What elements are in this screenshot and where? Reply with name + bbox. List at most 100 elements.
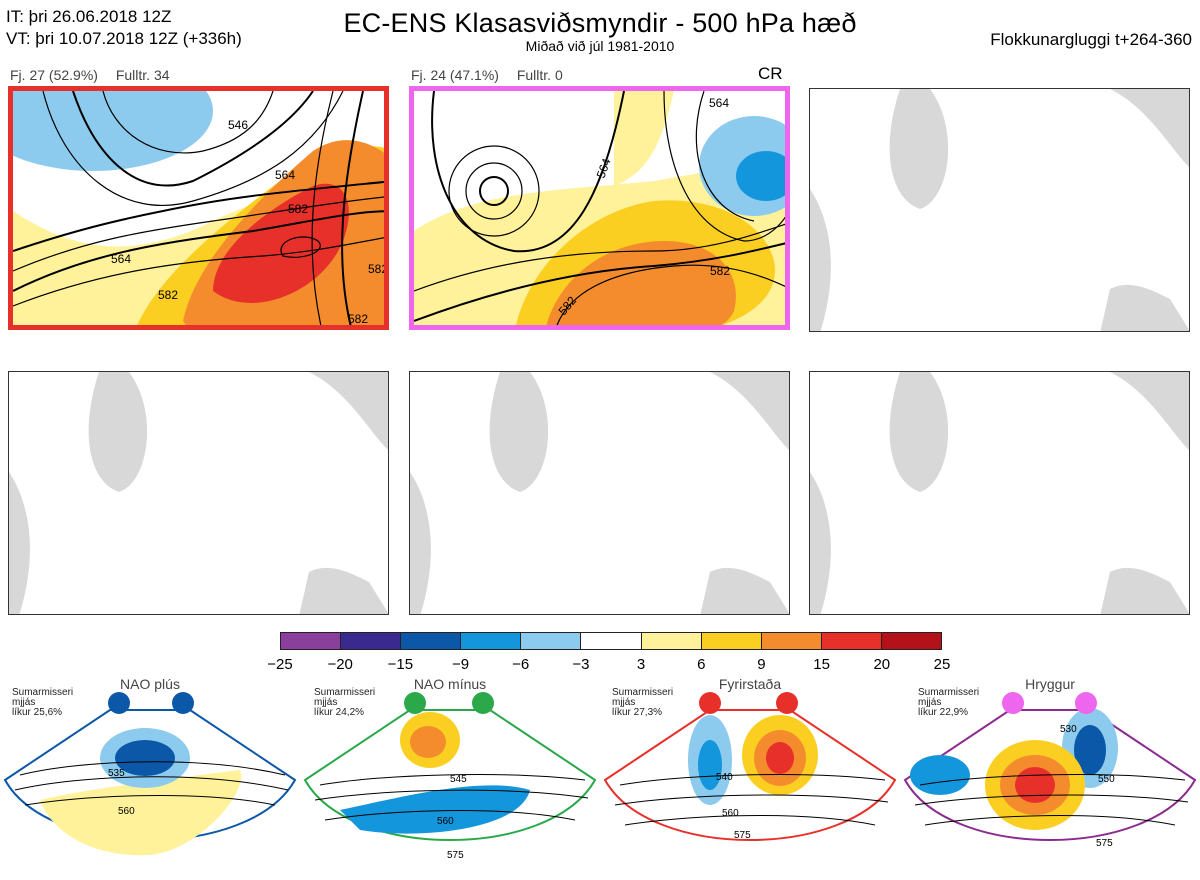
colorbar-tick-label: −20 — [327, 656, 353, 673]
regime-ridge-dot — [1002, 692, 1024, 714]
colorbar-swatch — [581, 633, 642, 649]
colorbar-tick-label: 3 — [636, 656, 646, 673]
colorbar-swatch — [521, 633, 582, 649]
contour-label: 564 — [709, 96, 729, 110]
colorbar-swatch — [881, 633, 942, 649]
regime-ridge-name: Hryggur — [1025, 676, 1075, 692]
page-title: EC-ENS Klasasviðsmyndir - 500 hPa hæð — [343, 8, 857, 38]
regime-probability: líkur 27,3% — [612, 707, 663, 718]
panel-1-label: Fj. 27 (52.9%) Fulltr. 34 — [10, 67, 184, 83]
regime-nao-minus-name: NAO mínus — [413, 676, 487, 692]
colorbar-tick-label: 9 — [757, 656, 766, 673]
cluster-map-6[interactable] — [809, 371, 1190, 615]
regime-contour-label: 560 — [722, 808, 739, 819]
regime-contour-label: 560 — [118, 806, 135, 817]
regime-ridge-dot — [1075, 692, 1097, 714]
contour-label: 582 — [710, 264, 730, 278]
colorbar-swatch — [821, 633, 882, 649]
regime-nao-minus-note: Sumarmisseri mjjás líkur 24,2% — [314, 688, 375, 718]
regime-smoothing: mjjás — [612, 697, 636, 708]
cluster-map-2[interactable]: 564 564 582 582 — [409, 86, 790, 330]
regime-contour-label: 575 — [447, 850, 464, 861]
contour-label: 564 — [111, 252, 131, 266]
contour-label: 546 — [228, 118, 248, 132]
regime-contour-label: 575 — [734, 830, 751, 841]
contour-label: 564 — [594, 156, 614, 180]
regime-season: Sumarmisseri — [612, 687, 674, 698]
cluster-map-5-svg — [410, 372, 789, 614]
colorbar-tick-label: −6 — [512, 656, 530, 673]
regime-nao-plus-note: Sumarmisseri mjjás líkur 25,6% — [12, 688, 73, 718]
colorbar-swatch — [341, 633, 402, 649]
colorbar-swatch — [701, 633, 762, 649]
colorbar-tick-label: −3 — [572, 656, 590, 673]
colorbar-swatch — [641, 633, 702, 649]
cluster-map-6-svg — [810, 372, 1189, 614]
panel-1-control: Fulltr. 34 — [115, 67, 170, 83]
regime-probability: líkur 25,6% — [12, 707, 63, 718]
regime-ridge[interactable]: 530 550 575 — [900, 680, 1200, 880]
regime-contour-label: 530 — [1060, 724, 1077, 735]
colorbar-tick-label: 6 — [697, 656, 706, 673]
colorbar-tick-label: −15 — [387, 656, 414, 673]
cluster-map-4-svg — [9, 372, 388, 614]
regime-contour-label: 550 — [1098, 774, 1115, 785]
classification-window: Flokkunargluggi t+264-360 — [990, 30, 1192, 49]
regime-nao-minus-dot — [404, 692, 426, 714]
cluster-map-4[interactable] — [8, 371, 389, 615]
contour-label: 564 — [275, 168, 295, 182]
panel-2-label: Fj. 24 (47.1%) Fulltr. 0 — [411, 67, 577, 83]
colorbar-tick-label: 25 — [933, 656, 951, 673]
contour-label: 582 — [348, 312, 368, 326]
contour-label: 582 — [368, 262, 388, 276]
panel-1-count: Fj. 27 (52.9%) — [10, 67, 98, 83]
regime-blocking[interactable]: 540 560 575 — [600, 680, 900, 880]
contour-label: 582 — [158, 288, 178, 302]
cluster-map-2-svg: 564 564 582 582 — [414, 91, 785, 325]
regime-probability: líkur 24,2% — [314, 707, 365, 718]
cluster-map-3-svg — [810, 89, 1189, 331]
panel-2-count: Fj. 24 (47.1%) — [411, 67, 499, 83]
regime-nao-plus[interactable]: 535 560 — [0, 680, 300, 880]
colorbar-tick-label: 20 — [873, 656, 891, 673]
regime-nao-minus[interactable]: 545 560 575 — [300, 680, 600, 880]
cluster-map-1-svg: 546 564 564 582 582 582 582 — [13, 91, 388, 326]
regime-blocking-name: Fyrirstaða — [718, 676, 782, 692]
regime-nao-minus-dot — [472, 692, 494, 714]
regime-contour-label: 535 — [108, 768, 125, 779]
init-time: IT: þri 26.06.2018 12Z — [6, 7, 172, 26]
cluster-map-3[interactable] — [809, 88, 1190, 332]
regime-season: Sumarmisseri — [314, 687, 376, 698]
regime-probability: líkur 22,9% — [918, 707, 969, 718]
cluster-map-1[interactable]: 546 564 564 582 582 582 582 — [8, 86, 389, 330]
control-run-marker: CR — [758, 64, 783, 83]
colorbar-swatch — [401, 633, 462, 649]
regime-nao-plus-dot — [108, 692, 130, 714]
panel-2-control: Fulltr. 0 — [516, 67, 563, 83]
anomaly-colorbar — [280, 632, 942, 650]
regime-smoothing: mjjás — [12, 697, 36, 708]
colorbar-tick-label: −25 — [267, 656, 293, 673]
regime-nao-plus-dot — [172, 692, 194, 714]
valid-time: VT: þri 10.07.2018 12Z (+336h) — [6, 29, 242, 48]
regime-blocking-note: Sumarmisseri mjjás líkur 27,3% — [612, 688, 673, 718]
regime-smoothing: mjjás — [918, 697, 942, 708]
regime-contour-label: 540 — [716, 772, 733, 783]
contour-label: 582 — [288, 202, 308, 216]
regime-season: Sumarmisseri — [12, 687, 74, 698]
regime-ridge-note: Sumarmisseri mjjás líkur 22,9% — [918, 688, 979, 718]
regime-season: Sumarmisseri — [918, 687, 980, 698]
cluster-map-5[interactable] — [409, 371, 790, 615]
regime-smoothing: mjjás — [314, 697, 338, 708]
page-subtitle: Miðað við júl 1981-2010 — [525, 38, 675, 54]
colorbar-tick-label: 15 — [813, 656, 830, 673]
regime-nao-plus-name: NAO plús — [120, 676, 180, 692]
colorbar-swatch — [281, 633, 342, 649]
colorbar-swatch — [461, 633, 522, 649]
colorbar-tick-label: −9 — [451, 656, 470, 673]
regime-contour-label: 560 — [437, 816, 454, 827]
regime-contour-label: 575 — [1096, 838, 1113, 849]
regime-blocking-dot — [776, 692, 798, 714]
regime-contour-label: 545 — [450, 774, 467, 785]
colorbar-swatch — [761, 633, 822, 649]
